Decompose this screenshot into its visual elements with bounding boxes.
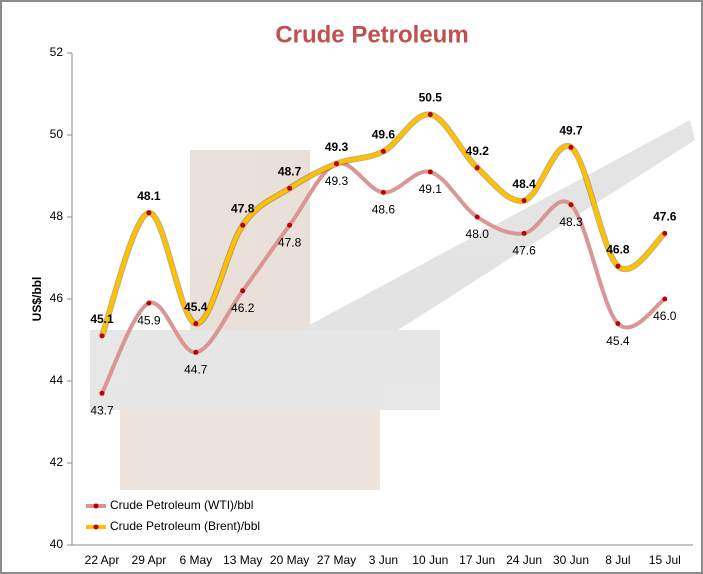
data-label: 48.3 [559, 215, 583, 229]
marker [615, 321, 621, 327]
y-tick-label: 40 [50, 537, 64, 551]
data-label: 47.8 [278, 235, 302, 249]
marker [380, 189, 386, 195]
data-label: 49.2 [466, 144, 490, 158]
marker [240, 288, 246, 294]
marker [662, 296, 668, 302]
marker [240, 222, 246, 228]
marker [287, 185, 293, 191]
marker [287, 222, 293, 228]
marker [99, 333, 105, 339]
data-label: 45.9 [137, 313, 161, 327]
data-label: 49.7 [559, 123, 583, 137]
x-tick-label: 17 Jun [459, 553, 495, 567]
x-tick-label: 15 Jul [649, 553, 681, 567]
x-tick-label: 30 Jun [553, 553, 589, 567]
data-label: 45.1 [90, 312, 114, 326]
x-tick-label: 24 Jun [506, 553, 542, 567]
marker [193, 321, 199, 327]
x-tick-label: 22 Apr [85, 553, 120, 567]
x-tick-label: 20 May [270, 553, 309, 567]
data-label: 47.6 [512, 244, 536, 258]
marker [146, 300, 152, 306]
legend-marker [93, 524, 99, 530]
x-tick-label: 10 Jun [412, 553, 448, 567]
data-label: 50.5 [419, 91, 443, 105]
marker [427, 112, 433, 117]
data-label: 48.7 [278, 164, 302, 178]
marker [474, 214, 480, 220]
marker [380, 148, 386, 154]
x-tick-label: 29 Apr [132, 553, 167, 567]
y-tick-label: 50 [50, 127, 64, 141]
data-label: 49.1 [419, 182, 443, 196]
marker [521, 230, 527, 236]
x-tick-label: 8 Jul [605, 553, 630, 567]
data-label: 48.6 [372, 203, 396, 217]
x-tick-label: 27 May [317, 553, 356, 567]
y-tick-label: 44 [50, 373, 64, 387]
marker [568, 202, 574, 208]
y-tick-label: 52 [50, 45, 64, 59]
marker [662, 230, 668, 236]
data-label: 46.8 [606, 242, 630, 256]
legend-marker [93, 503, 99, 509]
data-label: 48.1 [137, 189, 161, 203]
chart-title: Crude Petroleum [275, 21, 468, 48]
y-tick-label: 48 [50, 209, 64, 223]
data-label: 48.0 [466, 227, 490, 241]
marker [334, 161, 339, 167]
data-label: 47.8 [231, 201, 255, 215]
data-label: 49.6 [372, 128, 396, 142]
marker [615, 263, 621, 269]
x-tick-label: 3 Jun [369, 553, 398, 567]
x-tick-label: 6 May [179, 553, 212, 567]
x-tick-label: 13 May [223, 553, 262, 567]
marker [99, 390, 105, 396]
series-line [100, 161, 667, 395]
data-label: 49.3 [325, 140, 349, 154]
data-label: 47.6 [653, 210, 677, 224]
data-label: 44.7 [184, 362, 208, 376]
marker [146, 210, 152, 216]
data-label: 43.7 [90, 403, 114, 417]
y-tick-label: 46 [50, 291, 64, 305]
data-label: 48.4 [512, 177, 536, 191]
legend-label: Crude Petroleum (WTI)/bbl [110, 498, 253, 512]
y-tick-label: 42 [50, 455, 64, 469]
data-label: 46.2 [231, 301, 255, 315]
marker [193, 349, 199, 355]
legend-label: Crude Petroleum (Brent)/bbl [110, 519, 260, 533]
y-axis-label: US$/bbl [30, 277, 44, 322]
data-label: 45.4 [184, 300, 208, 314]
data-label: 46.0 [653, 309, 677, 323]
data-label: 49.3 [325, 174, 349, 188]
data-label: 45.4 [606, 334, 630, 348]
marker [568, 144, 574, 150]
marker [427, 169, 433, 175]
marker [521, 198, 527, 204]
background-rig [90, 120, 695, 490]
marker [474, 165, 480, 171]
